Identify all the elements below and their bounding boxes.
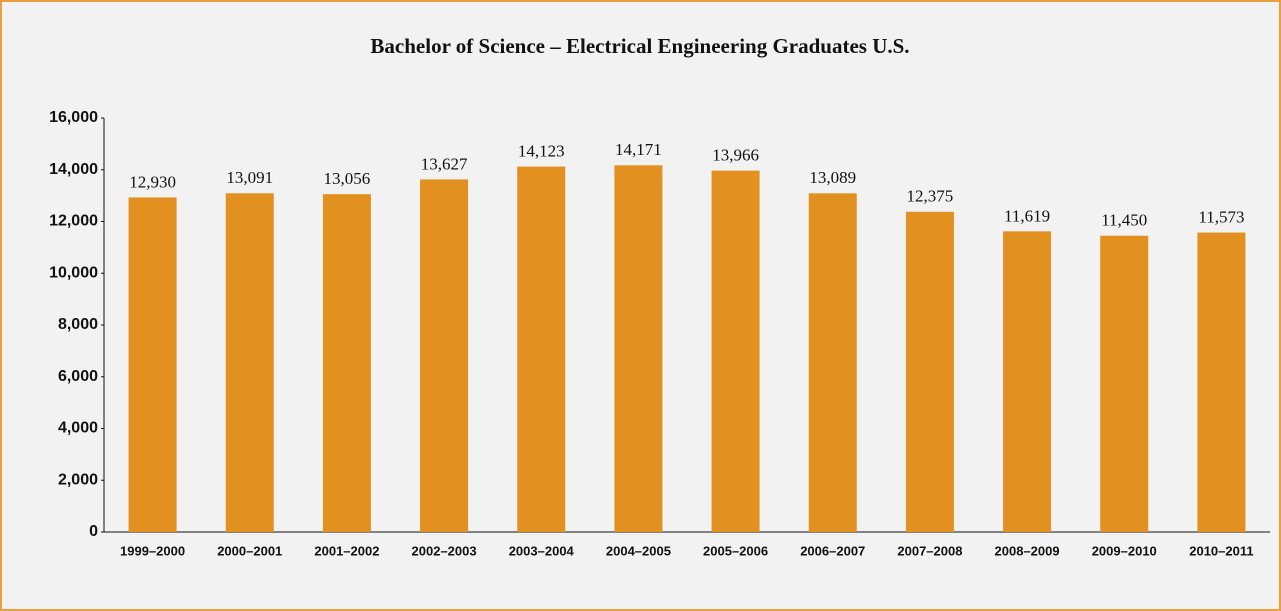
bar <box>1003 231 1052 532</box>
value-label: 14,123 <box>518 141 565 160</box>
bar <box>322 194 371 532</box>
bar <box>225 193 274 532</box>
x-tick-label: 2006–2007 <box>800 543 865 558</box>
y-tick-label: 8,000 <box>58 316 98 333</box>
y-tick-label: 14,000 <box>49 161 98 178</box>
bar <box>1100 235 1149 532</box>
chart-title: Bachelor of Science – Electrical Enginee… <box>370 34 909 58</box>
y-tick-label: 10,000 <box>49 264 98 281</box>
value-label: 14,171 <box>615 140 662 159</box>
value-label: 13,627 <box>421 154 468 173</box>
value-label: 11,573 <box>1198 207 1244 226</box>
y-tick-label: 4,000 <box>58 420 98 437</box>
value-label: 13,089 <box>809 168 856 187</box>
x-tick-label: 1999–2000 <box>120 543 185 558</box>
x-tick-label: 2005–2006 <box>703 543 768 558</box>
x-tick-label: 2000–2001 <box>217 543 282 558</box>
x-tick-label: 2002–2003 <box>412 543 477 558</box>
bar <box>420 179 469 533</box>
value-label: 12,930 <box>129 172 176 191</box>
y-tick-label: 6,000 <box>58 368 98 385</box>
value-label: 13,091 <box>226 168 273 187</box>
x-tick-label: 2003–2004 <box>509 543 575 558</box>
y-tick-label: 0 <box>89 523 98 540</box>
value-label: 12,375 <box>907 187 954 206</box>
value-label: 11,619 <box>1004 206 1050 225</box>
bar <box>614 165 663 532</box>
y-tick-label: 12,000 <box>49 213 98 230</box>
x-tick-label: 2004–2005 <box>606 543 671 558</box>
value-label: 11,450 <box>1101 211 1147 230</box>
y-tick-label: 16,000 <box>49 109 98 126</box>
y-tick-label: 2,000 <box>58 471 98 488</box>
x-tick-label: 2007–2008 <box>897 543 962 558</box>
x-tick-label: 2008–2009 <box>995 543 1060 558</box>
value-label: 13,056 <box>324 169 371 188</box>
bar <box>711 170 760 532</box>
bar <box>905 211 954 532</box>
bar <box>808 193 857 532</box>
bar <box>1197 232 1246 532</box>
bar <box>517 166 566 532</box>
bar <box>128 197 177 532</box>
x-tick-label: 2010–2011 <box>1189 543 1253 558</box>
x-tick-label: 2001–2002 <box>314 543 379 558</box>
value-label: 13,966 <box>712 146 759 165</box>
x-tick-label: 2009–2010 <box>1092 543 1157 558</box>
